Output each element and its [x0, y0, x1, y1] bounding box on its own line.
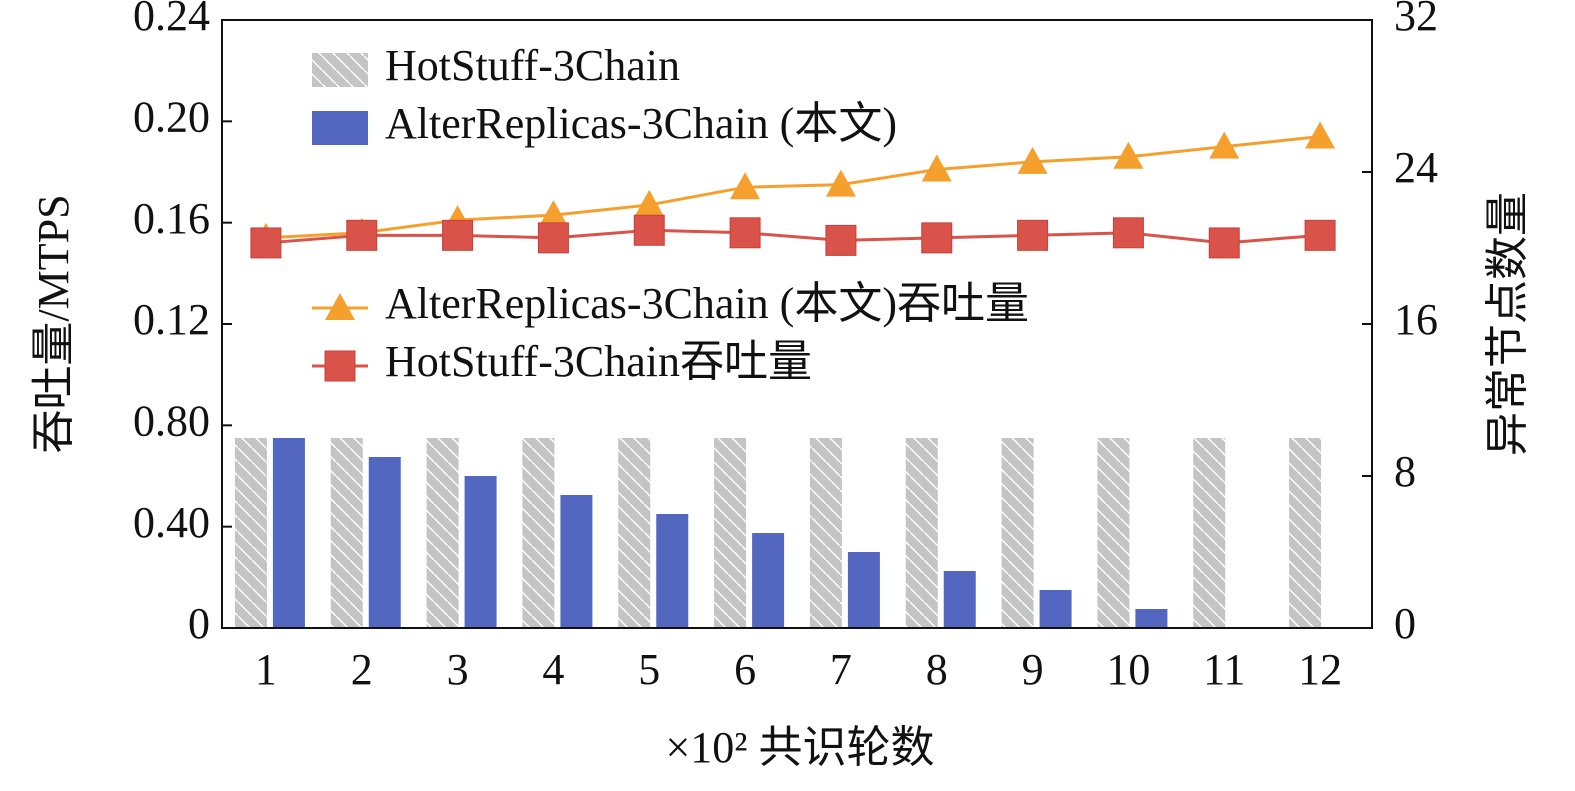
y-tick-label: 0.24 [133, 0, 210, 40]
y-axis-title: 吞吐量/MTPS [29, 194, 78, 453]
legend-swatch [312, 111, 368, 145]
x-tick-label: 5 [638, 645, 660, 694]
y2-tick-label: 8 [1394, 447, 1416, 496]
bar [943, 571, 976, 628]
x-tick-label: 3 [447, 645, 469, 694]
y-tick-label: 0.40 [133, 498, 210, 547]
bar [714, 438, 747, 628]
marker [346, 219, 378, 251]
bar [464, 476, 497, 628]
bar [522, 438, 555, 628]
marker [324, 350, 356, 382]
marker [325, 293, 355, 320]
bar [1001, 438, 1034, 628]
bar [234, 438, 267, 628]
x-tick-label: 1 [255, 645, 277, 694]
x-tick-label: 9 [1022, 645, 1044, 694]
legend-label: AlterReplicas-3Chain (本文) [385, 99, 897, 148]
bar [1039, 590, 1072, 628]
bar [618, 438, 651, 628]
legend-label: HotStuff-3Chain吞吐量 [385, 337, 812, 386]
y-tick-label: 0.12 [133, 295, 210, 344]
x-axis-title: ×10² 共识轮数 [665, 723, 934, 772]
marker [1304, 219, 1336, 251]
bar [368, 457, 401, 628]
marker [1112, 217, 1144, 249]
bar [656, 514, 689, 628]
x-tick-label: 4 [542, 645, 564, 694]
marker [1113, 141, 1144, 169]
bar [426, 438, 459, 628]
marker [634, 189, 665, 217]
bar [1135, 609, 1168, 628]
marker [1305, 121, 1336, 149]
bar [809, 438, 842, 628]
line [265, 135, 1321, 240]
x-tick-label: 12 [1298, 645, 1342, 694]
x-tick-label: 8 [926, 645, 948, 694]
bar [1289, 438, 1322, 628]
x-tick-label: 7 [830, 645, 852, 694]
bar [560, 495, 593, 628]
x-tick-label: 11 [1203, 645, 1245, 694]
bar [847, 552, 880, 628]
marker [250, 227, 282, 259]
legend-label: HotStuff-3Chain [385, 41, 680, 90]
y2-tick-label: 32 [1394, 0, 1438, 40]
bar [330, 438, 363, 628]
bar [272, 438, 305, 628]
bar [905, 438, 938, 628]
legend-label: AlterReplicas-3Chain (本文)吞吐量 [385, 279, 1029, 328]
marker [921, 222, 953, 254]
bar [1193, 438, 1226, 628]
x-tick-label: 10 [1106, 645, 1150, 694]
marker [1209, 131, 1240, 159]
marker [1017, 219, 1049, 251]
y-tick-label: 0 [188, 599, 210, 648]
marker [537, 222, 569, 254]
y2-axis-title: 异常节点数量 [1483, 192, 1532, 456]
marker [729, 217, 761, 249]
y-tick-label: 0.16 [133, 194, 210, 243]
marker [442, 219, 474, 251]
y2-tick-label: 16 [1394, 295, 1438, 344]
y2-tick-label: 24 [1394, 143, 1438, 192]
bar [752, 533, 785, 628]
y2-tick-label: 0 [1394, 599, 1416, 648]
marker [633, 214, 665, 246]
bar [1097, 438, 1130, 628]
y-tick-label: 0.20 [133, 92, 210, 141]
marker [825, 224, 857, 256]
marker [1017, 146, 1048, 174]
marker [1208, 227, 1240, 259]
marker [921, 154, 952, 182]
y-tick-label: 0.80 [133, 396, 210, 445]
line [265, 228, 1321, 245]
marker [825, 169, 856, 197]
x-tick-label: 2 [351, 645, 373, 694]
legend-swatch [312, 53, 368, 87]
marker [730, 172, 761, 200]
marker [538, 200, 569, 228]
x-tick-label: 6 [734, 645, 756, 694]
